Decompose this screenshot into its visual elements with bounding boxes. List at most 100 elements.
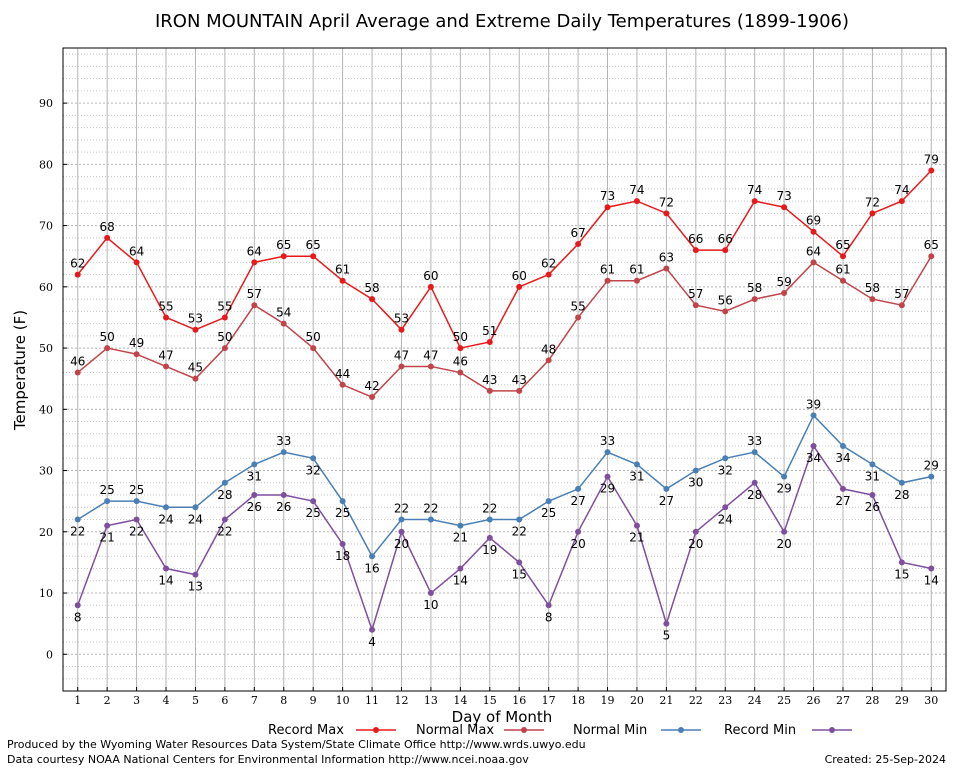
record-min-point [928, 565, 935, 572]
normal-max-data-label: 47 [423, 348, 438, 362]
record-min-point [575, 528, 582, 535]
record-max-data-label: 74 [894, 183, 909, 197]
normal-max-data-label: 44 [335, 367, 350, 381]
normal-max-data-label: 46 [70, 355, 85, 369]
record-max-data-label: 60 [512, 269, 527, 283]
normal-max-data-label: 57 [894, 287, 909, 301]
x-tick-label: 8 [280, 694, 287, 707]
record-min-point [604, 473, 611, 480]
record-min-point [663, 620, 670, 627]
record-min-data-label: 26 [247, 500, 262, 514]
record-min-point [369, 626, 376, 633]
normal-min-data-label: 31 [865, 469, 880, 483]
record-max-data-label: 73 [776, 189, 791, 203]
normal-min-point [692, 467, 699, 474]
normal-min-point [74, 516, 81, 523]
record-max-point [104, 234, 111, 241]
normal-min-point [163, 504, 170, 511]
y-tick-label: 50 [39, 342, 53, 355]
record-max-legend-marker [373, 727, 379, 733]
record-min-data-label: 22 [129, 525, 144, 539]
normal-max-point [251, 302, 258, 309]
x-tick-label: 11 [365, 694, 379, 707]
normal-max-data-label: 61 [600, 263, 615, 277]
record-max-data-label: 66 [718, 232, 733, 246]
record-min-point [898, 559, 905, 566]
normal-min-point [457, 522, 464, 529]
record-min-data-label: 22 [217, 525, 232, 539]
record-max-point [839, 253, 846, 260]
record-max-point [722, 247, 729, 254]
record-max-legend-label: Record Max [268, 723, 344, 738]
normal-min-line [77, 414, 932, 558]
normal-max-data-label: 43 [482, 373, 497, 387]
record-max-point [869, 210, 876, 217]
normal-min-point [751, 449, 758, 456]
normal-max-point [839, 277, 846, 284]
normal-max-point [575, 314, 582, 321]
normal-min-data-label: 32 [718, 463, 733, 477]
normal-max-data-label: 61 [835, 263, 850, 277]
normal-max-point [398, 363, 405, 370]
x-tick-label: 18 [571, 694, 585, 707]
record-max-point [133, 259, 140, 266]
record-min-point [692, 528, 699, 535]
normal-min-data-label: 22 [512, 525, 527, 539]
normal-min-point [339, 498, 346, 505]
normal-max-data-label: 61 [629, 263, 644, 277]
record-max-point [781, 204, 788, 211]
record-max-data-label: 73 [600, 189, 615, 203]
normal-max-point [545, 357, 552, 364]
x-tick-label: 14 [453, 694, 467, 707]
normal-max-point [633, 277, 640, 284]
normal-max-data-label: 43 [512, 373, 527, 387]
record-max-data-label: 61 [335, 263, 350, 277]
normal-max-point [692, 302, 699, 309]
plot-frame [62, 47, 947, 692]
y-tick-label: 0 [46, 648, 53, 661]
x-tick-label: 25 [777, 694, 791, 707]
record-min-point [457, 565, 464, 572]
normal-min-point [810, 412, 817, 419]
normal-max-data-label: 58 [747, 281, 762, 295]
record-max-point [898, 198, 905, 205]
record-min-data-label: 19 [482, 543, 497, 557]
x-tick-label: 4 [163, 694, 170, 707]
normal-max-data-label: 45 [188, 361, 203, 375]
record-min-data-label: 20 [570, 537, 585, 551]
record-max-data-label: 74 [629, 183, 644, 197]
record-max-data-label: 64 [129, 244, 144, 258]
record-min-data-label: 20 [776, 537, 791, 551]
record-min-point [781, 528, 788, 535]
normal-max-data-label: 54 [276, 306, 291, 320]
normal-min-data-label: 25 [335, 506, 350, 520]
record-min-point [810, 443, 817, 450]
x-tick-label: 13 [424, 694, 438, 707]
record-min-data-label: 27 [835, 494, 850, 508]
record-max-data-label: 51 [482, 324, 497, 338]
normal-min-data-label: 29 [776, 482, 791, 496]
footer-produced-by: Produced by the Wyoming Water Resources … [7, 738, 586, 751]
record-min-data-label: 15 [512, 567, 527, 581]
record-min-point [251, 492, 258, 499]
normal-max-data-label: 65 [924, 238, 939, 252]
record-max-point [575, 240, 582, 247]
record-max-point [692, 247, 699, 254]
normal-min-data-label: 34 [835, 451, 850, 465]
x-axis-label: Day of Month [452, 708, 553, 726]
normal-min-data-label: 22 [70, 525, 85, 539]
record-min-point [310, 498, 317, 505]
normal-max-data-label: 47 [158, 348, 173, 362]
record-max-point [545, 271, 552, 278]
normal-min-point [516, 516, 523, 523]
normal-max-data-label: 57 [688, 287, 703, 301]
legend: Record Max Normal Max Normal Min Record Min [268, 723, 852, 738]
record-min-data-label: 5 [663, 629, 671, 643]
chart-title: IRON MOUNTAIN April Average and Extreme … [155, 11, 849, 32]
record-max-line [77, 169, 932, 349]
normal-max-point [722, 308, 729, 315]
normal-max-legend-marker [521, 727, 527, 733]
record-min-point [633, 522, 640, 529]
record-max-data-label: 55 [158, 299, 173, 313]
